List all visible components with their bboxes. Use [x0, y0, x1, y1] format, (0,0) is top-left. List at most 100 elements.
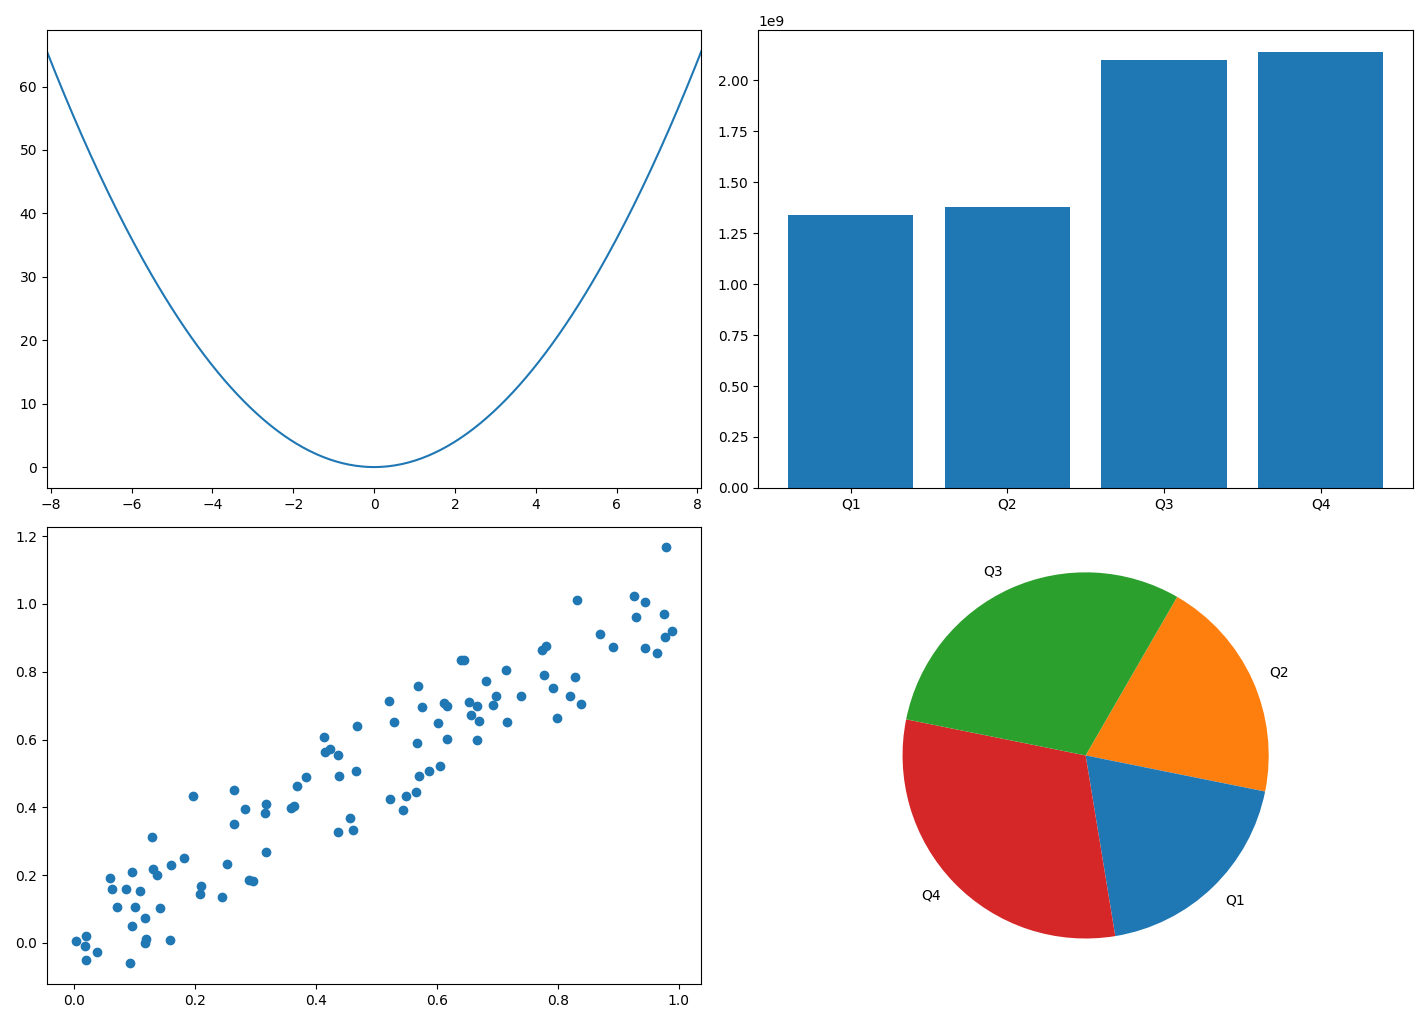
Point [474, 672, 497, 688]
Point [428, 758, 451, 774]
Wedge shape [1085, 596, 1268, 792]
Point [114, 881, 137, 897]
Point [159, 931, 181, 947]
Point [283, 798, 306, 814]
Point [101, 881, 124, 897]
Text: Q4: Q4 [921, 888, 941, 902]
Wedge shape [907, 572, 1177, 755]
Point [254, 844, 277, 860]
Point [66, 933, 89, 949]
Bar [1258, 52, 1384, 488]
Point [253, 805, 276, 821]
Point [280, 800, 303, 816]
Point [344, 763, 367, 780]
Wedge shape [902, 719, 1115, 938]
Point [510, 687, 533, 704]
Point [484, 688, 507, 705]
Point [140, 829, 163, 845]
Point [558, 687, 581, 704]
Bar [788, 215, 914, 488]
Point [74, 928, 97, 944]
Point [624, 609, 647, 625]
Point [327, 768, 350, 785]
Point [149, 900, 171, 917]
Point [134, 934, 157, 950]
Point [318, 741, 341, 757]
Point [74, 937, 97, 953]
Point [99, 870, 121, 886]
Point [210, 889, 233, 905]
Point [634, 639, 657, 656]
Point [406, 677, 428, 694]
Point [460, 707, 483, 723]
Point [223, 782, 246, 798]
Point [427, 715, 450, 731]
Point [633, 594, 655, 611]
Point [188, 886, 211, 902]
Point [378, 693, 401, 709]
Point [327, 824, 350, 840]
Point [313, 744, 336, 760]
Point [216, 856, 238, 873]
Point [457, 694, 480, 710]
Point [313, 729, 336, 746]
Bar [1101, 60, 1227, 488]
Point [120, 918, 143, 934]
Point [86, 944, 109, 961]
Point [654, 539, 677, 555]
Point [601, 638, 624, 655]
Point [134, 909, 157, 926]
Point [645, 644, 668, 661]
Point [233, 801, 256, 817]
Point [653, 629, 675, 646]
Text: Q2: Q2 [1269, 666, 1289, 679]
Point [146, 866, 169, 883]
Point [141, 861, 164, 878]
Point [190, 878, 213, 894]
Bar [945, 207, 1070, 488]
Point [433, 696, 456, 712]
Point [623, 588, 645, 605]
Point [406, 736, 428, 752]
Point [588, 626, 611, 642]
Point [341, 821, 364, 838]
Point [541, 680, 564, 697]
Point [223, 816, 246, 833]
Point [394, 789, 417, 805]
Point [119, 955, 141, 972]
Point [383, 714, 406, 730]
Point [338, 809, 361, 826]
Point [391, 802, 414, 818]
Point [327, 747, 350, 763]
Text: Q3: Q3 [982, 565, 1002, 579]
Point [534, 637, 557, 654]
Point [241, 874, 264, 890]
Point [160, 857, 183, 874]
Point [533, 667, 555, 683]
Point [411, 700, 434, 716]
Point [136, 931, 159, 947]
Text: Q1: Q1 [1225, 893, 1245, 907]
Point [565, 592, 588, 609]
Point [564, 669, 587, 685]
Point [481, 697, 504, 713]
Point [407, 767, 430, 784]
Point [496, 662, 518, 678]
Point [286, 777, 308, 794]
Point [129, 883, 151, 899]
Point [106, 898, 129, 915]
Point [173, 849, 196, 865]
Point [378, 792, 401, 808]
Point [406, 785, 428, 801]
Point [74, 951, 97, 968]
Point [466, 732, 488, 749]
Point [468, 712, 491, 728]
Point [436, 730, 458, 747]
Point [436, 699, 458, 715]
Point [570, 696, 593, 712]
Point [121, 864, 144, 881]
Point [545, 710, 568, 726]
Point [124, 899, 147, 916]
Point [453, 652, 476, 668]
Point [531, 641, 554, 658]
